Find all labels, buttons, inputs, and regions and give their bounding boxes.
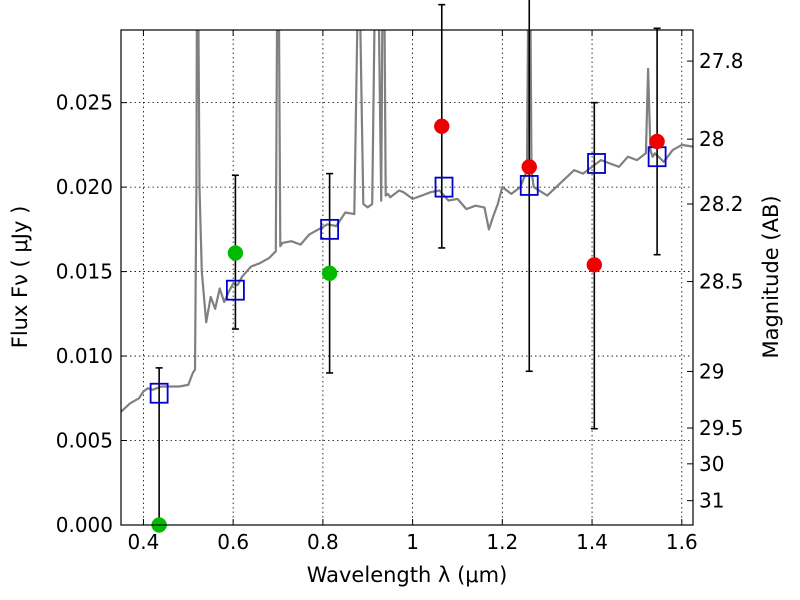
data-points-group — [149, 118, 667, 533]
y-axis-label: Flux Fν ( μJy ) — [8, 206, 32, 349]
y-tick-label: 0.005 — [56, 429, 113, 453]
y-tick-label: 0.015 — [56, 260, 113, 284]
model-square-marker — [149, 382, 169, 404]
observed-flux-marker — [321, 265, 338, 282]
observed-flux-marker — [227, 245, 244, 261]
y-tick-label: 0.010 — [56, 344, 113, 368]
observed-flux-marker — [586, 257, 603, 273]
observed-flux-marker — [521, 159, 538, 175]
model-square-marker — [587, 153, 606, 174]
y-tick-label: 0.000 — [56, 513, 113, 537]
y-tick-label: 0.020 — [56, 175, 113, 199]
y2-axis-ticks: 27.8 28 28.2 28.5 29 29.5 30 31 — [687, 49, 744, 513]
plot-frame — [120, 29, 694, 526]
x-axis-label: Wavelength λ (μm) — [307, 563, 508, 587]
x-tick-label: 1.6 — [666, 530, 698, 554]
plot-background — [121, 30, 693, 525]
y2-axis-label: Magnitude (AB) — [759, 195, 783, 358]
x-tick-label: 1 — [406, 530, 419, 554]
y2-tick-label: 31 — [699, 489, 724, 513]
y-tick-label: 0.025 — [56, 91, 113, 115]
template-spectrum-group — [121, 30, 693, 413]
y2-tick-label: 29 — [699, 359, 724, 383]
model-square-marker — [320, 218, 340, 240]
x-tick-label: 0.8 — [307, 530, 339, 554]
x-tick-label: 0.6 — [217, 530, 249, 554]
y2-tick-label: 28 — [699, 127, 724, 151]
model-square-marker — [519, 175, 539, 196]
x-tick-label: 1.2 — [486, 530, 518, 554]
x-tick-label: 1.4 — [576, 530, 608, 554]
y-axis-ticks: 0.000 0.005 0.010 0.015 0.020 0.025 — [56, 91, 127, 537]
observed-flux-marker — [649, 133, 665, 150]
grid-lines — [121, 30, 693, 525]
model-square-marker — [225, 279, 245, 301]
y2-tick-label: 28.2 — [699, 192, 744, 216]
x-axis-ticks: 0.4 0.6 0.8 1 1.2 1.4 1.6 — [128, 30, 698, 554]
observed-flux-marker — [434, 118, 450, 135]
y2-tick-label: 28.5 — [699, 270, 744, 294]
x-tick-label: 0.4 — [128, 530, 160, 554]
y2-tick-label: 29.5 — [699, 416, 744, 440]
model-square-marker — [434, 176, 454, 198]
template-spectrum-line — [121, 30, 693, 413]
y2-tick-label: 30 — [699, 452, 724, 476]
y2-tick-label: 27.8 — [699, 49, 744, 73]
